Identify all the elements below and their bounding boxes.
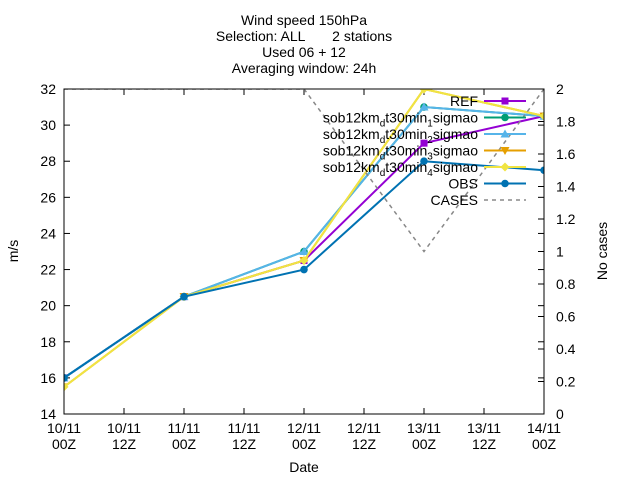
data-point	[64, 382, 69, 392]
y-tick-label: 26	[40, 189, 56, 205]
data-point	[180, 292, 188, 301]
x-tick-label-hour: 00Z	[52, 436, 77, 452]
legend-label: sob12kmdt30min1sigmao	[323, 110, 478, 130]
y2-tick-label: 0	[556, 406, 564, 422]
x-tick-label-hour: 00Z	[172, 436, 197, 452]
x-tick-label-hour: 12Z	[352, 436, 377, 452]
legend-label: sob12kmdt30min4sigmao	[323, 159, 478, 179]
x-tick-label-date: 14/11	[527, 420, 561, 436]
chart-title-line-2: Selection: ALL 2 stations	[216, 28, 392, 44]
legend-label: CASES	[431, 192, 478, 208]
y2-axis-label: No cases	[594, 222, 610, 280]
y-tick-label: 32	[40, 81, 56, 97]
y-tick-label: 24	[40, 225, 56, 241]
y2-tick-label: 1.8	[556, 114, 576, 130]
x-tick-label-date: 12/11	[347, 420, 381, 436]
x-tick-label-date: 13/11	[467, 420, 501, 436]
x-tick-label-date: 11/11	[228, 420, 261, 436]
y2-tick-label: 0.8	[556, 276, 576, 292]
y-tick-label: 20	[40, 298, 56, 314]
chart-title-line-3: Used 06 + 12	[262, 44, 346, 60]
data-point	[420, 157, 428, 166]
x-axis-label: Date	[289, 459, 319, 475]
x-tick-label-hour: 12Z	[472, 436, 497, 452]
data-point	[64, 374, 68, 382]
y-tick-label: 18	[40, 334, 56, 350]
y2-tick-label: 0.6	[556, 309, 576, 325]
x-tick-label-date: 11/11	[168, 420, 201, 436]
x-tick-label-hour: 00Z	[532, 436, 557, 452]
legend-marker	[501, 113, 509, 122]
series-layer	[64, 89, 544, 392]
y2-tick-label: 1	[556, 244, 564, 260]
legend: REFsob12kmdt30min1sigmaosob12kmdt30min2s…	[323, 93, 526, 208]
data-point	[419, 102, 429, 111]
x-tick-label-date: 10/11	[107, 420, 141, 436]
y-tick-label: 28	[40, 153, 56, 169]
legend-marker	[500, 129, 510, 138]
legend-marker	[500, 162, 510, 172]
x-tick-label-hour: 12Z	[112, 436, 137, 452]
y-axis-label: m/s	[5, 240, 21, 263]
data-point	[540, 166, 544, 175]
y2-tick-label: 1.2	[556, 211, 576, 227]
y-tick-label: 30	[40, 117, 56, 133]
x-tick-label-date: 12/11	[287, 420, 321, 436]
y2-tick-label: 0.2	[556, 374, 576, 390]
data-point	[299, 247, 309, 255]
y-tick-label: 16	[40, 370, 56, 386]
y-tick-label: 22	[40, 262, 56, 278]
x-tick-label-date: 10/11	[47, 420, 81, 436]
data-point	[299, 256, 309, 266]
data-point	[419, 89, 429, 94]
data-point	[420, 139, 428, 147]
x-axis-ticks: 10/1100Z10/1112Z11/1100Z11/1112Z12/1100Z…	[47, 89, 561, 452]
legend-marker	[501, 97, 509, 105]
x-tick-label-hour: 00Z	[412, 436, 437, 452]
legend-marker	[501, 179, 509, 188]
y2-tick-label: 0.4	[556, 341, 576, 357]
legend-label: sob12kmdt30min2sigmao	[323, 126, 478, 146]
legend-label: sob12kmdt30min3sigmao	[323, 143, 478, 163]
legend-marker	[500, 147, 510, 155]
data-point	[300, 265, 308, 274]
x-tick-label-hour: 00Z	[292, 436, 317, 452]
y2-tick-label: 2	[556, 81, 564, 97]
plot-frame	[63, 88, 545, 415]
chart-title-line-1: Wind speed 150hPa	[241, 12, 367, 28]
x-tick-label-date: 13/11	[407, 420, 441, 436]
y2-tick-label: 1.6	[556, 146, 576, 162]
x-tick-label-hour: 12Z	[232, 436, 257, 452]
legend-label: REF	[450, 93, 478, 109]
series-5	[64, 157, 544, 382]
y2-tick-label: 1.4	[556, 179, 576, 195]
legend-label: OBS	[448, 176, 478, 192]
y-tick-label: 14	[40, 406, 56, 422]
y-axis-ticks: 14 16 18 20 22 24 26 28 30 32	[40, 81, 544, 422]
data-point	[539, 111, 544, 121]
y2-axis-ticks: 0 0.2 0.4 0.6 0.8 1 1.2 1.4 1.6 1.8 2	[538, 81, 576, 422]
chart-title-line-4: Averaging window: 24h	[232, 60, 377, 76]
